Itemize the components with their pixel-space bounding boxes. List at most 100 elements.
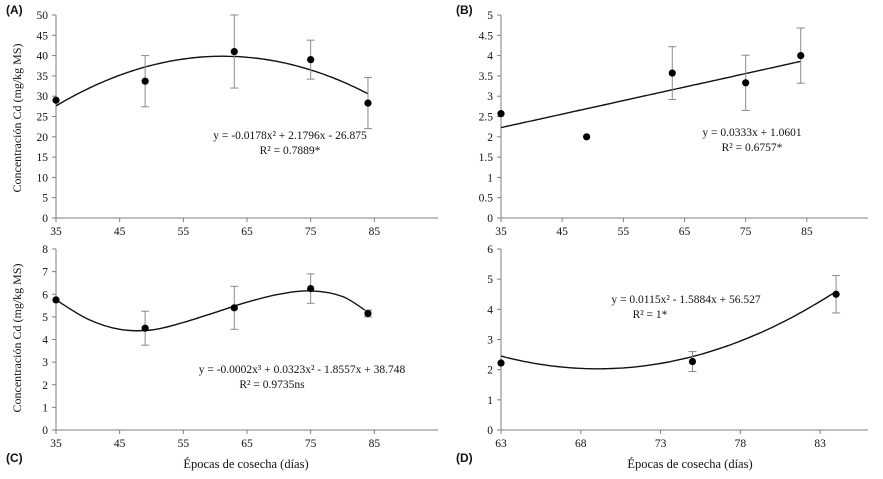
x-tick-label: 55: [178, 226, 190, 238]
panel-label-c: (C): [6, 451, 23, 465]
y-tick-label: 5: [42, 312, 48, 324]
data-point: [52, 96, 60, 104]
data-point: [52, 296, 60, 304]
x-tick-label: 65: [241, 438, 253, 450]
data-point: [364, 99, 372, 107]
x-tick-label: 45: [556, 226, 568, 238]
x-tick-label: 78: [735, 438, 747, 450]
y-tick-label: 5: [42, 193, 48, 205]
data-point: [742, 79, 750, 87]
trend-line-a: [55, 55, 369, 107]
y-tick-label: 3: [487, 91, 493, 103]
x-tick-label: 35: [50, 226, 62, 238]
y-tick-label: 4: [487, 51, 493, 63]
data-point: [668, 69, 676, 77]
x-tick-label: 65: [679, 226, 691, 238]
data-point: [230, 47, 238, 56]
equation-label-b: y = 0.0333x + 1.0601: [702, 127, 801, 139]
equation-label-c: y = -0.0002x³ + 0.0323x² - 1.8557x + 38.…: [199, 364, 406, 376]
y-tick-label: 4.5: [479, 30, 494, 42]
y-tick-label: 15: [37, 152, 49, 164]
y-tick-label: 0.5: [479, 193, 494, 205]
panel-label-b: (B): [456, 3, 473, 17]
y-tick-label: 30: [37, 91, 49, 103]
y-axis-title-top: Concentración Cd (mg/kg MS): [10, 44, 24, 193]
data-point: [307, 284, 315, 293]
y-tick-label: 0: [42, 213, 48, 225]
y-tick-label: 40: [37, 51, 49, 63]
x-tick-label: 75: [305, 226, 317, 238]
r-squared-label-a: R² = 0.7889*: [260, 145, 321, 157]
y-tick-label: 3: [42, 357, 48, 369]
x-tick-label: 45: [114, 226, 126, 238]
y-tick-label: 1: [42, 402, 48, 414]
y-tick-label: 20: [37, 132, 49, 144]
x-tick-label: 68: [575, 438, 587, 450]
x-tick-label: 45: [114, 438, 126, 450]
y-tick-label: 6: [487, 244, 493, 256]
data-point: [141, 77, 149, 85]
data-point: [141, 324, 149, 332]
data-point: [583, 133, 591, 141]
y-tick-label: 10: [37, 172, 49, 184]
y-axis-title-bottom: Concentración Cd (mg/kg MS): [10, 264, 24, 413]
y-tick-label: 2: [42, 380, 48, 392]
panel-d: 0 1 2 3 4 5 6 63 68 73 78 83 y = 0.0115x² - 1.5884x …: [487, 244, 868, 450]
y-tick-label: 1: [487, 172, 493, 184]
y-tick-label: 1: [487, 395, 493, 407]
equation-label-a: y = -0.0178x² + 2.1796x - 26.875: [213, 130, 367, 142]
y-tick-label: 6: [42, 289, 48, 301]
y-tick-label: 35: [37, 71, 49, 83]
y-tick-label: 4: [42, 335, 48, 347]
panel-label-d: (D): [456, 451, 473, 465]
x-tick-label: 85: [369, 438, 381, 450]
data-point: [230, 304, 238, 312]
x-tick-label: 85: [369, 226, 381, 238]
y-tick-label: 50: [37, 10, 49, 22]
y-tick-label: 1.5: [479, 152, 494, 164]
y-tick-label: 4: [487, 304, 493, 316]
y-tick-label: 3.5: [479, 71, 494, 83]
y-tick-label: 2.5: [479, 112, 494, 124]
x-tick-label: 55: [178, 438, 190, 450]
y-tick-label: 0: [42, 425, 48, 437]
r-squared-label-c: R² = 0.9735ns: [239, 379, 305, 391]
panel-b: 0 0.5 1 1.5 2 2.5 3 3.5 4 4.5 5 35 45 55 65 75 85 y = 0.0…: [479, 10, 868, 238]
y-tick-label: 25: [37, 112, 49, 124]
x-tick-label: 85: [801, 226, 813, 238]
y-tick-label: 8: [42, 244, 48, 256]
x-tick-label: 35: [495, 226, 507, 238]
x-tick-label: 75: [740, 226, 752, 238]
data-point: [307, 56, 315, 64]
data-point: [797, 52, 805, 60]
y-tick-label: 5: [487, 274, 493, 286]
panel-a: 0 5 10 15 20 25 30 35 40 45 50 35 45 55 65 75 85 y = -0.0…: [37, 10, 438, 238]
equation-label-d: y = 0.0115x² - 1.5884x + 56.527: [611, 294, 760, 306]
r-squared-label-b: R² = 0.6757*: [722, 142, 783, 154]
x-tick-label: 73: [655, 438, 667, 450]
data-point: [497, 359, 505, 367]
x-tick-label: 55: [618, 226, 630, 238]
x-axis-title-left: Épocas de cosecha (días): [183, 457, 308, 471]
x-axis-title-right: Épocas de cosecha (días): [627, 457, 752, 471]
trend-line-d: [500, 290, 837, 370]
y-tick-label: 0: [487, 213, 493, 225]
data-point: [832, 290, 840, 298]
data-point: [364, 309, 372, 318]
y-tick-label: 0: [487, 425, 493, 437]
y-tick-label: 7: [42, 267, 48, 279]
trend-line-b: [500, 60, 801, 129]
y-tick-label: 2: [487, 132, 493, 144]
y-tick-label: 45: [37, 30, 49, 42]
data-point: [497, 110, 505, 118]
y-tick-label: 3: [487, 335, 493, 347]
x-tick-label: 65: [241, 226, 253, 238]
panel-label-a: (A): [6, 3, 23, 17]
x-tick-label: 75: [305, 438, 317, 450]
y-tick-label: 5: [487, 10, 493, 22]
r-squared-label-d: R² = 1*: [633, 309, 668, 321]
x-tick-label: 35: [50, 438, 62, 450]
trend-line-c: [55, 290, 369, 332]
